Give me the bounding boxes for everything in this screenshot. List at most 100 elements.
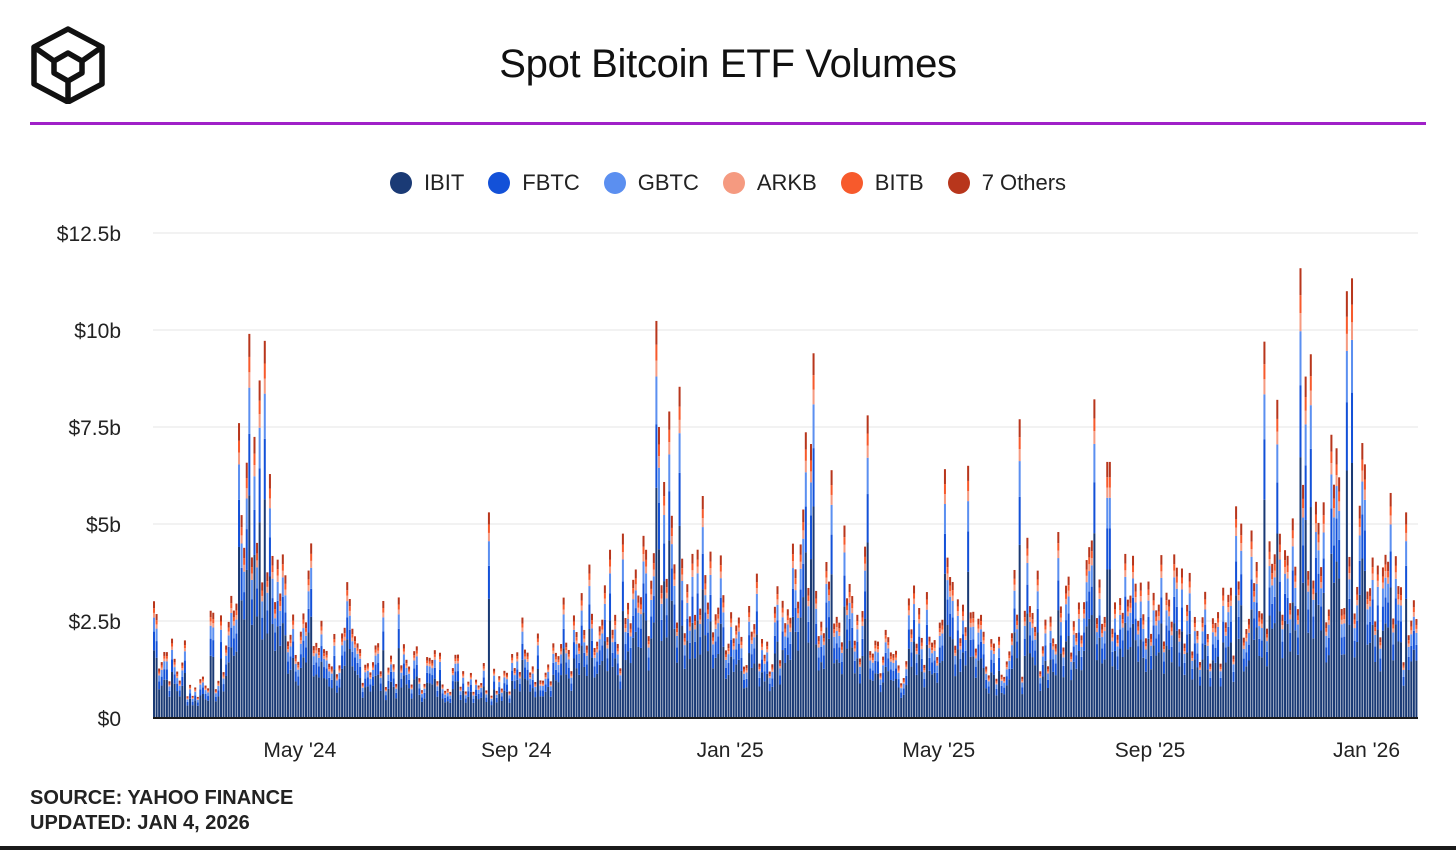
bar-segment-gbtc xyxy=(374,655,377,665)
bar-segment-fbtc xyxy=(245,529,248,570)
bar-segment-ibit xyxy=(1281,658,1284,718)
bar-segment-fbtc xyxy=(1150,655,1153,670)
bar-segment-7-others xyxy=(521,617,524,624)
bar-segment-fbtc xyxy=(379,683,382,691)
bar-segment-fbtc xyxy=(884,652,887,667)
bar-segment-arkb xyxy=(469,677,472,680)
bar-segment-bitb xyxy=(974,652,977,656)
bar-segment-arkb xyxy=(410,687,413,690)
bar-stack xyxy=(531,666,534,718)
bar-segment-arkb xyxy=(263,378,266,394)
bar-segment-7-others xyxy=(949,577,952,586)
bar-segment-arkb xyxy=(1227,607,1230,613)
bar-segment-bitb xyxy=(882,660,885,663)
bar-stack xyxy=(1090,540,1093,718)
bar-segment-fbtc xyxy=(1075,655,1078,669)
bar-segment-ibit xyxy=(1327,655,1330,718)
bar-segment-arkb xyxy=(330,671,333,674)
bar-segment-bitb xyxy=(1325,628,1328,632)
bar-segment-bitb xyxy=(552,647,555,651)
legend-item-ibit[interactable]: IBIT xyxy=(389,170,464,196)
bar-segment-gbtc xyxy=(691,576,694,597)
bar-segment-arkb xyxy=(173,664,176,668)
bar-segment-7-others xyxy=(374,645,377,650)
bar-segment-fbtc xyxy=(619,681,622,690)
bar-segment-7-others xyxy=(1304,376,1307,398)
bar-segment-gbtc xyxy=(1031,627,1034,641)
bar-segment-bitb xyxy=(1332,498,1335,509)
bar-stack xyxy=(876,641,879,718)
bar-segment-fbtc xyxy=(959,658,962,672)
bar-segment-ibit xyxy=(377,674,380,718)
legend-swatch xyxy=(722,172,745,194)
bar-segment-arkb xyxy=(642,554,645,562)
bar-segment-arkb xyxy=(657,456,660,468)
bar-segment-ibit xyxy=(542,696,545,718)
bar-segment-ibit xyxy=(1335,561,1338,718)
bar-segment-gbtc xyxy=(794,590,797,608)
bar-segment-bitb xyxy=(366,666,369,669)
bar-segment-7-others xyxy=(918,608,921,615)
bar-segment-fbtc xyxy=(1152,625,1155,646)
bar-segment-ibit xyxy=(392,686,395,718)
bar-stack xyxy=(1340,608,1343,718)
bar-segment-fbtc xyxy=(748,635,751,654)
bar-segment-ibit xyxy=(722,646,725,718)
bar-segment-arkb xyxy=(222,676,225,679)
bar-segment-arkb xyxy=(1369,601,1372,607)
bar-segment-ibit xyxy=(657,549,660,718)
legend-item-bitb[interactable]: BITB xyxy=(840,170,924,196)
bar-segment-ibit xyxy=(302,657,305,718)
bar-segment-arkb xyxy=(1405,532,1408,542)
bar-segment-ibit xyxy=(933,672,936,718)
bar-segment-arkb xyxy=(614,625,617,630)
bar-segment-7-others xyxy=(621,533,624,545)
bar-segment-ibit xyxy=(1250,609,1253,718)
bar-segment-arkb xyxy=(874,648,877,652)
bar-segment-bitb xyxy=(990,643,993,647)
bar-segment-arkb xyxy=(753,633,756,638)
bar-segment-bitb xyxy=(861,617,864,622)
bar-segment-arkb xyxy=(524,656,527,660)
bar-segment-bitb xyxy=(279,600,282,606)
bar-segment-7-others xyxy=(1224,622,1227,629)
bar-stack xyxy=(665,578,668,718)
bar-segment-ibit xyxy=(861,655,864,718)
legend-item-7-others[interactable]: 7 Others xyxy=(947,170,1066,196)
bar-segment-gbtc xyxy=(511,662,514,671)
bar-segment-ibit xyxy=(655,487,658,718)
bar-segment-ibit xyxy=(1379,671,1382,718)
bar-segment-gbtc xyxy=(1384,577,1387,598)
bar-stack xyxy=(686,584,689,718)
bar-stack xyxy=(1384,554,1387,718)
legend-item-gbtc[interactable]: GBTC xyxy=(603,170,699,196)
bar-segment-fbtc xyxy=(848,618,851,641)
bar-segment-arkb xyxy=(1224,631,1227,636)
legend-item-arkb[interactable]: ARKB xyxy=(722,170,817,196)
bar-segment-arkb xyxy=(1415,628,1418,633)
bar-segment-7-others xyxy=(286,641,289,647)
bar-segment-gbtc xyxy=(706,618,709,633)
bar-segment-7-others xyxy=(387,667,390,671)
bar-segment-fbtc xyxy=(773,635,776,654)
legend-item-fbtc[interactable]: FBTC xyxy=(488,170,580,196)
bar-stack xyxy=(1356,586,1359,718)
bar-segment-gbtc xyxy=(1209,671,1212,678)
bar-segment-ibit xyxy=(516,679,519,718)
bar-segment-fbtc xyxy=(256,588,259,617)
bar-stack xyxy=(771,664,774,718)
bar-segment-fbtc xyxy=(717,636,720,654)
bar-segment-fbtc xyxy=(688,642,691,660)
bar-segment-gbtc xyxy=(410,689,413,694)
bar-segment-fbtc xyxy=(691,596,694,623)
bar-segment-7-others xyxy=(572,615,575,622)
bar-stack xyxy=(858,658,861,718)
bar-segment-bitb xyxy=(985,669,988,672)
bar-segment-ibit xyxy=(1317,604,1320,718)
bar-segment-fbtc xyxy=(536,655,539,669)
bar-segment-gbtc xyxy=(1222,605,1225,622)
bar-segment-gbtc xyxy=(565,653,568,663)
bar-segment-arkb xyxy=(956,611,959,616)
bar-segment-gbtc xyxy=(714,628,717,642)
bar-stack xyxy=(1152,592,1155,718)
